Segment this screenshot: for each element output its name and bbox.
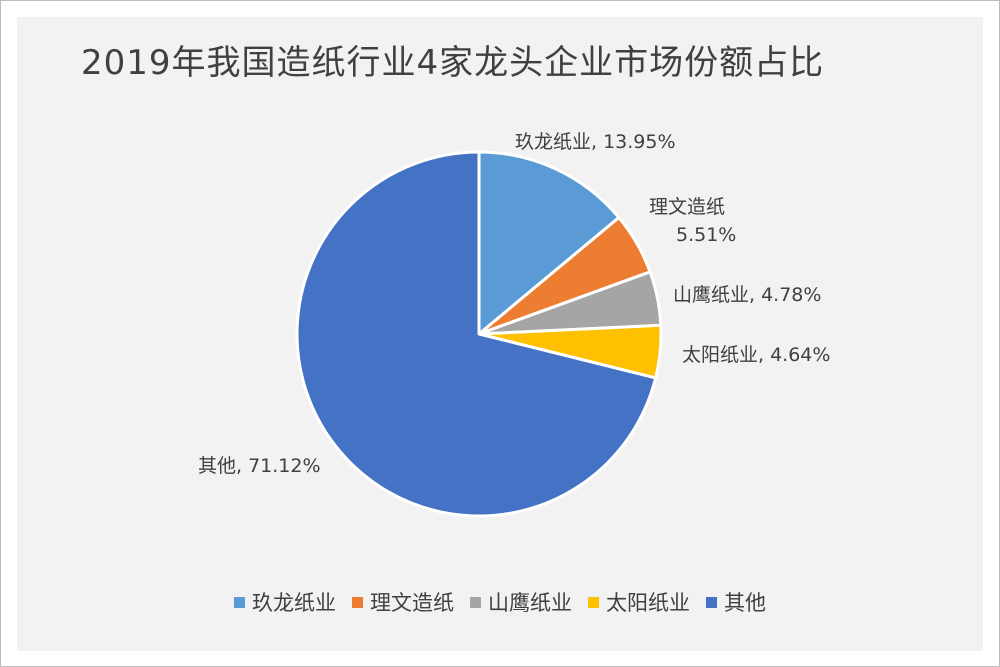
pie-slice-jiulong — [477, 150, 621, 336]
legend-swatch — [588, 596, 599, 608]
legend-swatch — [470, 596, 481, 608]
data-label-other: 其他, 71.12% — [198, 455, 321, 477]
legend-swatch — [706, 596, 717, 608]
legend-swatch — [234, 596, 245, 608]
pie-chart: 玖龙纸业, 13.95% 理文造纸 5.51% 山鹰纸业, 4.78% 太阳纸业… — [198, 131, 830, 518]
legend-label: 太阳纸业 — [606, 591, 690, 615]
legend-item-shanying: 山鹰纸业 — [470, 587, 572, 617]
pie-slice-other — [295, 150, 658, 518]
legend-item-other: 其他 — [706, 587, 766, 617]
legend-swatch — [352, 596, 363, 608]
chart-title: 2019年我国造纸行业4家龙头企业市场份额占比 — [81, 43, 825, 83]
legend: 玖龙纸业 理文造纸 山鹰纸业 太阳纸业 其他 — [17, 587, 983, 617]
data-label-jiulong: 玖龙纸业, 13.95% — [515, 131, 676, 153]
legend-label: 山鹰纸业 — [488, 591, 572, 615]
data-label-shanying: 山鹰纸业, 4.78% — [673, 284, 821, 306]
legend-label: 玖龙纸业 — [252, 591, 336, 615]
data-label-liwen-name: 理文造纸 — [649, 196, 725, 218]
legend-item-liwen: 理文造纸 — [352, 587, 454, 617]
legend-label: 理文造纸 — [370, 591, 454, 615]
legend-item-jiulong: 玖龙纸业 — [234, 587, 336, 617]
data-label-liwen-value: 5.51% — [676, 224, 736, 246]
data-label-taiyang: 太阳纸业, 4.64% — [682, 344, 830, 366]
legend-label: 其他 — [724, 591, 766, 615]
chart-area: 2019年我国造纸行业4家龙头企业市场份额占比 玖龙纸业, 13.95% 理文造… — [17, 17, 983, 651]
legend-item-taiyang: 太阳纸业 — [588, 587, 690, 617]
